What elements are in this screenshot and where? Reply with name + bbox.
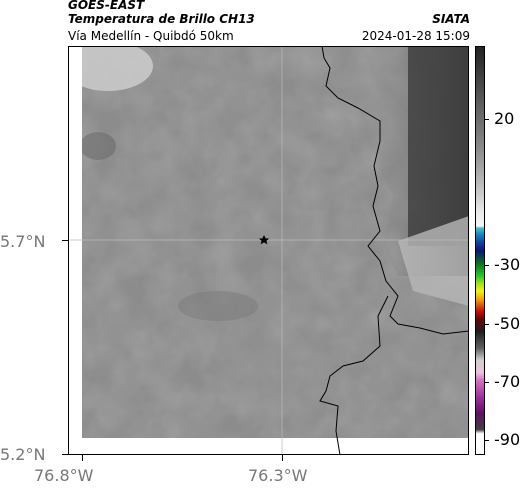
satellite-title: GOES-EAST xyxy=(68,0,145,12)
colorbar-label: -90 xyxy=(494,430,521,449)
lon-tick-label: 76.8°W xyxy=(34,466,94,485)
map-grid xyxy=(68,46,469,455)
colorbar xyxy=(475,46,485,455)
region-label: Vía Medellín - Quibdó 50km xyxy=(68,29,234,43)
colorbar-tick xyxy=(485,382,489,383)
lat-tick-label: 5.2°N xyxy=(0,445,46,464)
colorbar-tick xyxy=(485,440,489,441)
colorbar-tick xyxy=(485,119,489,120)
star-icon xyxy=(258,235,270,245)
lat-tick xyxy=(62,240,68,241)
lat-tick-label: 5.7°N xyxy=(0,232,46,251)
product-title: Temperatura de Brillo CH13 xyxy=(68,12,255,26)
satellite-map[interactable] xyxy=(68,46,469,455)
colorbar-label: -30 xyxy=(494,255,521,274)
colorbar-tick xyxy=(485,324,489,325)
lon-tick-label: 76.3°W xyxy=(248,466,308,485)
brightness-temperature-field xyxy=(82,46,469,438)
datetime-label: 2024-01-28 15:09 xyxy=(361,29,470,43)
lat-tick xyxy=(62,454,68,455)
colorbar-label: 20 xyxy=(494,109,515,128)
colorbar-label: -70 xyxy=(494,372,521,391)
lon-tick xyxy=(82,455,83,461)
org-label: SIATA xyxy=(432,12,470,26)
colorbar-label: -50 xyxy=(494,314,521,333)
colorbar-tick xyxy=(485,265,489,266)
map-frame xyxy=(68,46,469,455)
location-marker[interactable] xyxy=(258,235,270,245)
lon-tick xyxy=(282,455,283,461)
admin-border xyxy=(319,46,469,455)
